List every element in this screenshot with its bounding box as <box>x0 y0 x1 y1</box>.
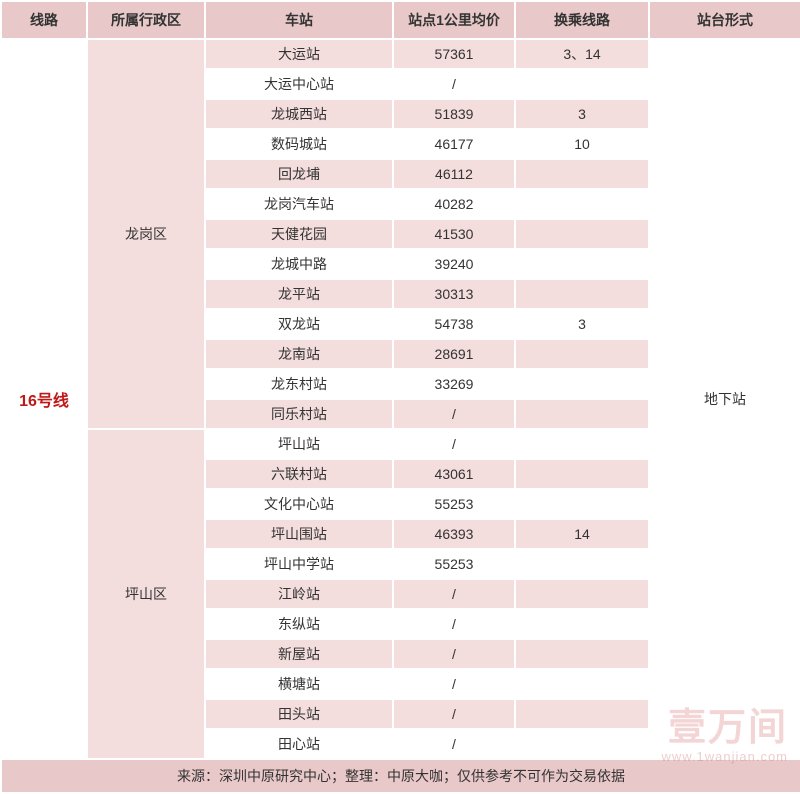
price-cell: 46177 <box>393 129 515 159</box>
transfer-cell <box>515 159 649 189</box>
station-cell: 天健花园 <box>205 219 393 249</box>
col-district: 所属行政区 <box>87 1 205 39</box>
transfer-cell <box>515 429 649 459</box>
station-cell: 大运中心站 <box>205 69 393 99</box>
price-cell: / <box>393 579 515 609</box>
price-cell: / <box>393 399 515 429</box>
metro-price-table-wrap: 线路 所属行政区 车站 站点1公里均价 换乘线路 站台形式 16号线龙岗区大运站… <box>0 0 800 794</box>
station-cell: 横塘站 <box>205 669 393 699</box>
transfer-cell <box>515 609 649 639</box>
col-transfer: 换乘线路 <box>515 1 649 39</box>
price-cell: / <box>393 699 515 729</box>
table-row: 16号线龙岗区大运站573613、14地下站 <box>1 39 800 69</box>
transfer-cell <box>515 639 649 669</box>
price-cell: 28691 <box>393 339 515 369</box>
transfer-cell <box>515 699 649 729</box>
transfer-cell <box>515 69 649 99</box>
price-cell: 57361 <box>393 39 515 69</box>
transfer-cell <box>515 729 649 759</box>
transfer-cell: 10 <box>515 129 649 159</box>
transfer-cell <box>515 399 649 429</box>
station-cell: 坪山中学站 <box>205 549 393 579</box>
station-cell: 数码城站 <box>205 129 393 159</box>
transfer-cell <box>515 279 649 309</box>
station-cell: 六联村站 <box>205 459 393 489</box>
table-body: 16号线龙岗区大运站573613、14地下站大运中心站/龙城西站518393数码… <box>1 39 800 759</box>
price-cell: 46112 <box>393 159 515 189</box>
price-cell: 51839 <box>393 99 515 129</box>
line-cell: 16号线 <box>1 39 87 759</box>
table-header-row: 线路 所属行政区 车站 站点1公里均价 换乘线路 站台形式 <box>1 1 800 39</box>
station-cell: 龙东村站 <box>205 369 393 399</box>
station-cell: 江岭站 <box>205 579 393 609</box>
col-line: 线路 <box>1 1 87 39</box>
price-cell: 55253 <box>393 549 515 579</box>
district-cell: 坪山区 <box>87 429 205 759</box>
transfer-cell <box>515 579 649 609</box>
price-cell: / <box>393 69 515 99</box>
col-platform: 站台形式 <box>649 1 800 39</box>
transfer-cell <box>515 369 649 399</box>
transfer-cell <box>515 339 649 369</box>
station-cell: 大运站 <box>205 39 393 69</box>
station-cell: 双龙站 <box>205 309 393 339</box>
price-cell: 40282 <box>393 189 515 219</box>
station-cell: 龙岗汽车站 <box>205 189 393 219</box>
transfer-cell <box>515 669 649 699</box>
station-cell: 同乐村站 <box>205 399 393 429</box>
price-cell: 30313 <box>393 279 515 309</box>
station-cell: 龙城西站 <box>205 99 393 129</box>
col-price: 站点1公里均价 <box>393 1 515 39</box>
transfer-cell: 3 <box>515 309 649 339</box>
col-station: 车站 <box>205 1 393 39</box>
transfer-cell <box>515 249 649 279</box>
price-cell: 55253 <box>393 489 515 519</box>
price-cell: 43061 <box>393 459 515 489</box>
transfer-cell <box>515 459 649 489</box>
transfer-cell <box>515 189 649 219</box>
station-cell: 龙南站 <box>205 339 393 369</box>
transfer-cell: 14 <box>515 519 649 549</box>
price-cell: / <box>393 429 515 459</box>
station-cell: 文化中心站 <box>205 489 393 519</box>
platform-cell: 地下站 <box>649 39 800 759</box>
station-cell: 坪山站 <box>205 429 393 459</box>
price-cell: / <box>393 669 515 699</box>
table-footer-row: 来源：深圳中原研究中心；整理：中原大咖；仅供参考不可作为交易依据 <box>1 759 800 793</box>
price-cell: / <box>393 729 515 759</box>
transfer-cell <box>515 549 649 579</box>
transfer-cell: 3 <box>515 99 649 129</box>
price-cell: / <box>393 639 515 669</box>
station-cell: 东纵站 <box>205 609 393 639</box>
metro-price-table: 线路 所属行政区 车站 站点1公里均价 换乘线路 站台形式 16号线龙岗区大运站… <box>0 0 800 794</box>
station-cell: 龙城中路 <box>205 249 393 279</box>
transfer-cell: 3、14 <box>515 39 649 69</box>
price-cell: 54738 <box>393 309 515 339</box>
station-cell: 回龙埔 <box>205 159 393 189</box>
transfer-cell <box>515 219 649 249</box>
price-cell: 46393 <box>393 519 515 549</box>
station-cell: 田头站 <box>205 699 393 729</box>
price-cell: 41530 <box>393 219 515 249</box>
footer-text: 来源：深圳中原研究中心；整理：中原大咖；仅供参考不可作为交易依据 <box>1 759 800 793</box>
station-cell: 新屋站 <box>205 639 393 669</box>
station-cell: 龙平站 <box>205 279 393 309</box>
price-cell: / <box>393 609 515 639</box>
price-cell: 39240 <box>393 249 515 279</box>
district-cell: 龙岗区 <box>87 39 205 429</box>
station-cell: 坪山围站 <box>205 519 393 549</box>
station-cell: 田心站 <box>205 729 393 759</box>
transfer-cell <box>515 489 649 519</box>
price-cell: 33269 <box>393 369 515 399</box>
